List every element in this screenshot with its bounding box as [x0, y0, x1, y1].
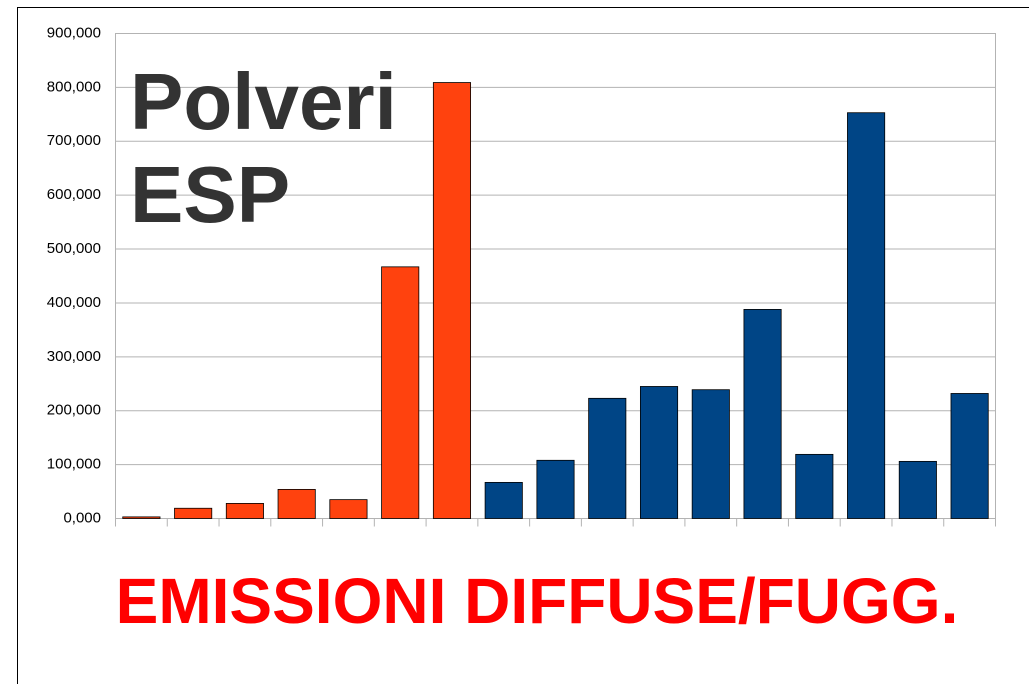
bar: [122, 516, 161, 519]
y-tick-label: 700,000: [47, 132, 101, 149]
bar: [639, 386, 679, 519]
annotation: ESP: [130, 150, 290, 239]
bar: [432, 82, 472, 519]
bar: [225, 503, 264, 519]
y-tick-label: 400,000: [47, 294, 101, 311]
bar: [847, 112, 886, 519]
y-tick-label: 100,000: [47, 456, 101, 473]
y-tick-label: 900,000: [47, 24, 101, 41]
y-tick-label: 500,000: [47, 240, 101, 257]
y-tick-label: 0,000: [63, 509, 101, 526]
y-tick-label: 800,000: [47, 78, 101, 95]
bar: [484, 481, 523, 519]
footer-title: EMISSIONI DIFFUSE/FUGG.: [116, 565, 959, 637]
bar: [950, 393, 989, 519]
bar: [536, 459, 575, 519]
bar: [277, 488, 316, 519]
bar: [898, 460, 937, 519]
bar: [691, 389, 730, 519]
bars: [122, 82, 989, 519]
y-tick-label: 300,000: [47, 348, 101, 365]
bar: [174, 507, 213, 519]
annotation: Polveri: [130, 57, 397, 146]
y-tick-label: 200,000: [47, 402, 101, 419]
bar: [743, 309, 782, 519]
y-tick-label: 600,000: [47, 186, 101, 203]
bar: [795, 453, 834, 519]
bar: [588, 397, 627, 519]
bar: [329, 499, 368, 519]
frame: [17, 7, 1029, 684]
bar: [381, 266, 420, 519]
